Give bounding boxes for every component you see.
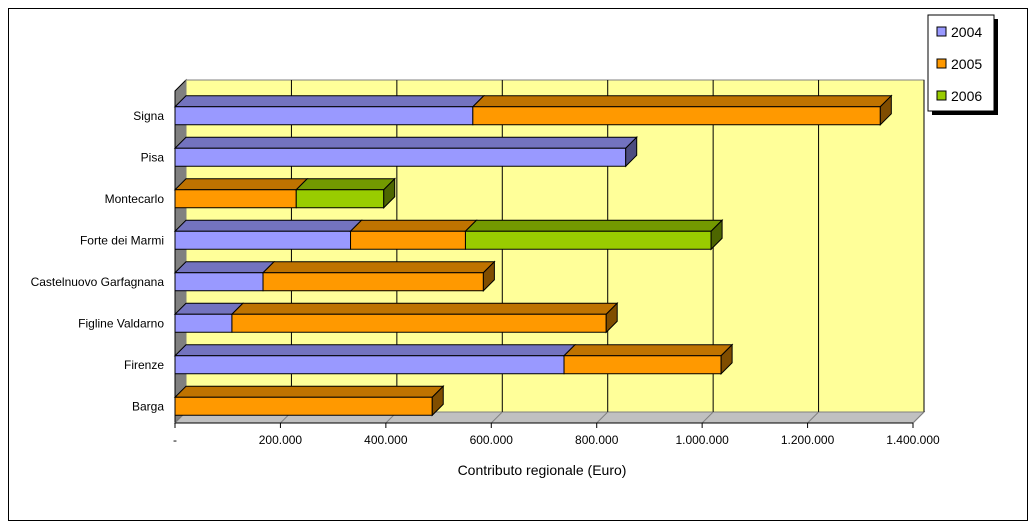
bar-2004 bbox=[173, 95, 486, 126]
bar-front bbox=[262, 272, 484, 292]
gridline-floor bbox=[807, 411, 819, 424]
bar-2005 bbox=[349, 219, 478, 250]
category-label: Firenze bbox=[124, 358, 164, 372]
legend: 2004 2005 2006 bbox=[927, 14, 998, 115]
bar-2004 bbox=[173, 302, 245, 333]
bar-2005 bbox=[173, 178, 309, 209]
bar-front bbox=[174, 355, 565, 375]
legend-label: 2004 bbox=[951, 24, 982, 40]
bar-end-cap bbox=[383, 177, 396, 209]
x-tick-label: 800.000 bbox=[575, 433, 619, 447]
bar-front bbox=[174, 272, 264, 292]
legend-swatch bbox=[936, 90, 947, 101]
category-label: Signa bbox=[133, 109, 164, 123]
bar-2004 bbox=[173, 261, 276, 292]
x-axis-title: Contributo regionale (Euro) bbox=[458, 462, 627, 478]
x-tick-label: 400.000 bbox=[364, 433, 408, 447]
bar-front bbox=[174, 147, 627, 167]
bar-2006 bbox=[464, 219, 724, 250]
bar-end-cap bbox=[720, 343, 733, 375]
bar-top bbox=[261, 261, 496, 274]
bar-front bbox=[174, 313, 233, 333]
bar-2005 bbox=[261, 261, 496, 292]
bar-end-cap bbox=[625, 136, 638, 168]
bar-2005 bbox=[471, 95, 893, 126]
category-labels: Signa Pisa Montecarlo Forte dei Marmi Castel… bbox=[31, 109, 165, 414]
bar-front bbox=[174, 230, 352, 250]
legend-swatch bbox=[936, 26, 947, 37]
bar-front bbox=[350, 230, 466, 250]
bar-top bbox=[173, 344, 577, 357]
bar-front bbox=[472, 106, 881, 126]
bar-top bbox=[471, 95, 893, 108]
category-label: Figline Valdarno bbox=[78, 316, 164, 330]
x-tick-label: 1.400.000 bbox=[886, 433, 940, 447]
category-label: Barga bbox=[132, 399, 164, 413]
bar-end-cap bbox=[605, 302, 618, 334]
bars-group bbox=[173, 94, 893, 417]
legend-label: 2006 bbox=[951, 88, 982, 104]
bar-front bbox=[295, 189, 385, 209]
x-tick-label: - bbox=[173, 433, 177, 447]
bar-top bbox=[562, 344, 734, 357]
x-axis-ticks: - 200.000 400.000 600.000 800.000 1.000.000 1.… bbox=[173, 422, 940, 447]
bar-top bbox=[230, 302, 619, 315]
x-tick-label: 600.000 bbox=[470, 433, 514, 447]
bar-top bbox=[173, 95, 486, 108]
bar-end-cap bbox=[431, 385, 444, 417]
bar-end-cap bbox=[879, 94, 892, 126]
bar-end-cap bbox=[710, 219, 723, 251]
category-label: Montecarlo bbox=[105, 192, 165, 206]
legend-label: 2005 bbox=[951, 56, 982, 72]
bar-front bbox=[174, 106, 474, 126]
bar-2005 bbox=[173, 385, 445, 416]
bar-top bbox=[173, 261, 276, 274]
gridline-floor bbox=[596, 411, 609, 424]
bar-2005 bbox=[562, 344, 734, 375]
gridline-floor bbox=[701, 411, 714, 424]
bar-2004 bbox=[173, 344, 577, 375]
bar-top bbox=[173, 178, 309, 191]
bar-front bbox=[464, 230, 712, 250]
bar-front bbox=[174, 189, 297, 209]
x-tick-label: 1.000.000 bbox=[675, 433, 729, 447]
bar-top bbox=[173, 302, 245, 315]
bar-front bbox=[174, 396, 433, 416]
x-tick-label: 200.000 bbox=[259, 433, 303, 447]
bar-top bbox=[173, 385, 445, 398]
bar-top bbox=[464, 219, 724, 232]
bar-2005 bbox=[230, 302, 619, 333]
category-label: Forte dei Marmi bbox=[80, 233, 164, 247]
category-label: Pisa bbox=[141, 150, 165, 164]
gridline-floor bbox=[912, 411, 925, 424]
bar-top bbox=[173, 136, 638, 149]
bar-top bbox=[173, 219, 363, 232]
x-tick-label: 1.200.000 bbox=[781, 433, 835, 447]
bar-top bbox=[295, 178, 396, 191]
bar-end-cap bbox=[482, 260, 495, 292]
bar-2006 bbox=[295, 178, 396, 209]
bar-top bbox=[349, 219, 478, 232]
category-label: Castelnuovo Garfagnana bbox=[31, 275, 165, 289]
bar-front bbox=[563, 355, 722, 375]
gridline-floor bbox=[490, 411, 503, 424]
legend-swatch bbox=[936, 58, 947, 69]
bar-2004 bbox=[173, 219, 363, 250]
bar-2004 bbox=[173, 136, 638, 167]
bar-front bbox=[231, 313, 607, 333]
